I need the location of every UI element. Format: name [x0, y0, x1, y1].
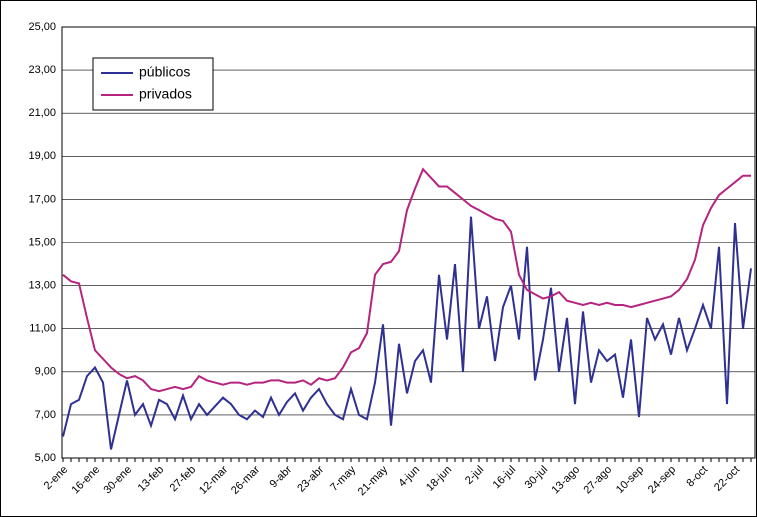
y-tick-label: 23,00 — [28, 64, 56, 76]
y-tick-label: 13,00 — [28, 280, 56, 292]
y-tick-label: 15,00 — [28, 236, 56, 248]
y-tick-label: 9,00 — [35, 366, 56, 378]
legend-label: privados — [139, 86, 192, 102]
legend-box — [92, 57, 214, 111]
y-tick-label: 5,00 — [35, 452, 56, 464]
legend-label: públicos — [139, 64, 190, 80]
y-tick-label: 25,00 — [28, 21, 56, 33]
y-tick-label: 11,00 — [29, 323, 56, 335]
y-tick-label: 21,00 — [28, 107, 56, 119]
y-tick-label: 17,00 — [28, 193, 56, 205]
line-series — [62, 167, 751, 393]
y-tick-label: 19,00 — [28, 150, 56, 162]
plot-area — [61, 26, 756, 459]
y-tick-label: 7,00 — [35, 409, 56, 421]
line-series — [62, 216, 752, 450]
